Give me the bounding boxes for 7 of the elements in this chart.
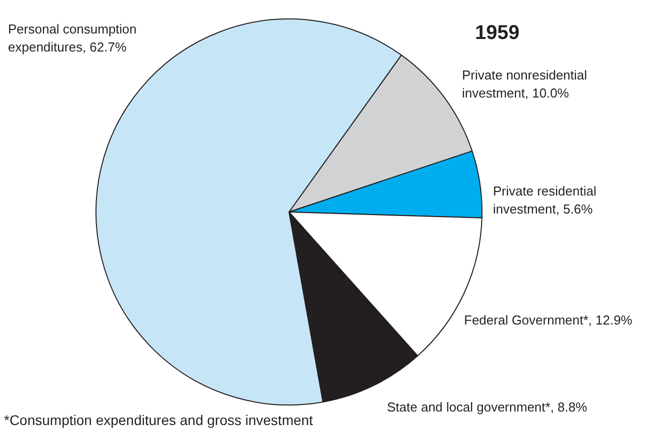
text: *Consumption expenditures and gross investment — [4, 412, 314, 428]
slice-label: Private nonresidential investment, 10.0% — [462, 68, 591, 100]
slice-label: State and local government*, 8.8% — [387, 400, 588, 414]
chart-title: 1959 — [475, 22, 520, 44]
slice-label: Private residential investment, 5.6% — [493, 184, 600, 216]
slice-label: Personal consumption expenditures, 62.7% — [8, 22, 140, 54]
slice-label: Federal Government*, 12.9% — [464, 312, 633, 328]
